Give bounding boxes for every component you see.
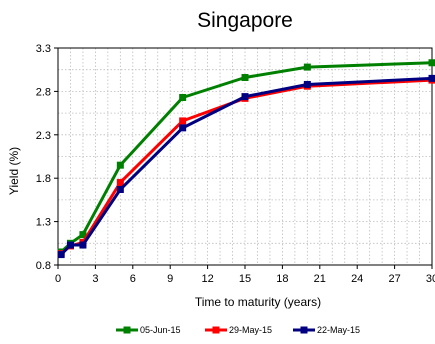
series-line: [60, 76, 433, 256]
x-axis-ticks: 0 3 6 9 12 15 18 21 24 27 30: [55, 265, 435, 285]
data-point: [241, 93, 249, 101]
legend-label: 22-May-15: [317, 325, 360, 335]
y-axis-label: Yield (%): [7, 147, 21, 195]
data-point: [179, 93, 187, 101]
x-tick-label: 21: [314, 273, 326, 285]
x-tick-label: 15: [239, 273, 251, 285]
x-axis-label: Time to maturity (years): [195, 295, 321, 309]
y-tick-label: 2.8: [36, 86, 51, 98]
legend-label: 05-Jun-15: [140, 325, 181, 335]
y-axis-ticks: 0.8 1.3 1.8 2.3 2.8 3.3: [36, 43, 58, 272]
data-point: [79, 241, 87, 249]
series-layer: [57, 59, 435, 259]
data-point: [303, 80, 311, 88]
data-point: [116, 185, 124, 193]
x-tick-label: 27: [388, 273, 400, 285]
data-point: [303, 63, 311, 71]
x-tick-label: 12: [201, 273, 213, 285]
data-point: [428, 74, 435, 82]
legend-marker: [300, 326, 308, 334]
x-tick-label: 6: [130, 273, 136, 285]
legend-marker: [123, 326, 131, 334]
legend-marker: [212, 326, 220, 334]
y-tick-label: 3.3: [36, 43, 51, 55]
data-point: [179, 117, 187, 125]
y-tick-label: 2.3: [36, 130, 51, 142]
data-point: [116, 179, 124, 187]
data-point: [79, 231, 87, 239]
x-tick-label: 30: [426, 273, 435, 285]
y-tick-label: 1.8: [36, 173, 51, 185]
series-line: [60, 61, 433, 254]
data-point: [57, 251, 65, 259]
y-tick-label: 0.8: [36, 260, 51, 272]
y-tick-label: 1.3: [36, 217, 51, 229]
data-point: [66, 241, 74, 249]
chart-title: Singapore: [197, 9, 293, 32]
x-tick-label: 24: [351, 273, 363, 285]
legend: 05-Jun-15 29-May-15 22-May-15: [116, 325, 360, 335]
x-tick-label: 9: [167, 273, 173, 285]
data-point: [116, 161, 124, 169]
data-point: [241, 74, 249, 82]
legend-label: 29-May-15: [229, 325, 272, 335]
x-tick-label: 0: [55, 273, 61, 285]
series-line: [60, 78, 433, 255]
data-point: [428, 59, 435, 67]
data-point: [179, 124, 187, 132]
x-tick-label: 3: [92, 273, 98, 285]
x-tick-label: 18: [276, 273, 288, 285]
